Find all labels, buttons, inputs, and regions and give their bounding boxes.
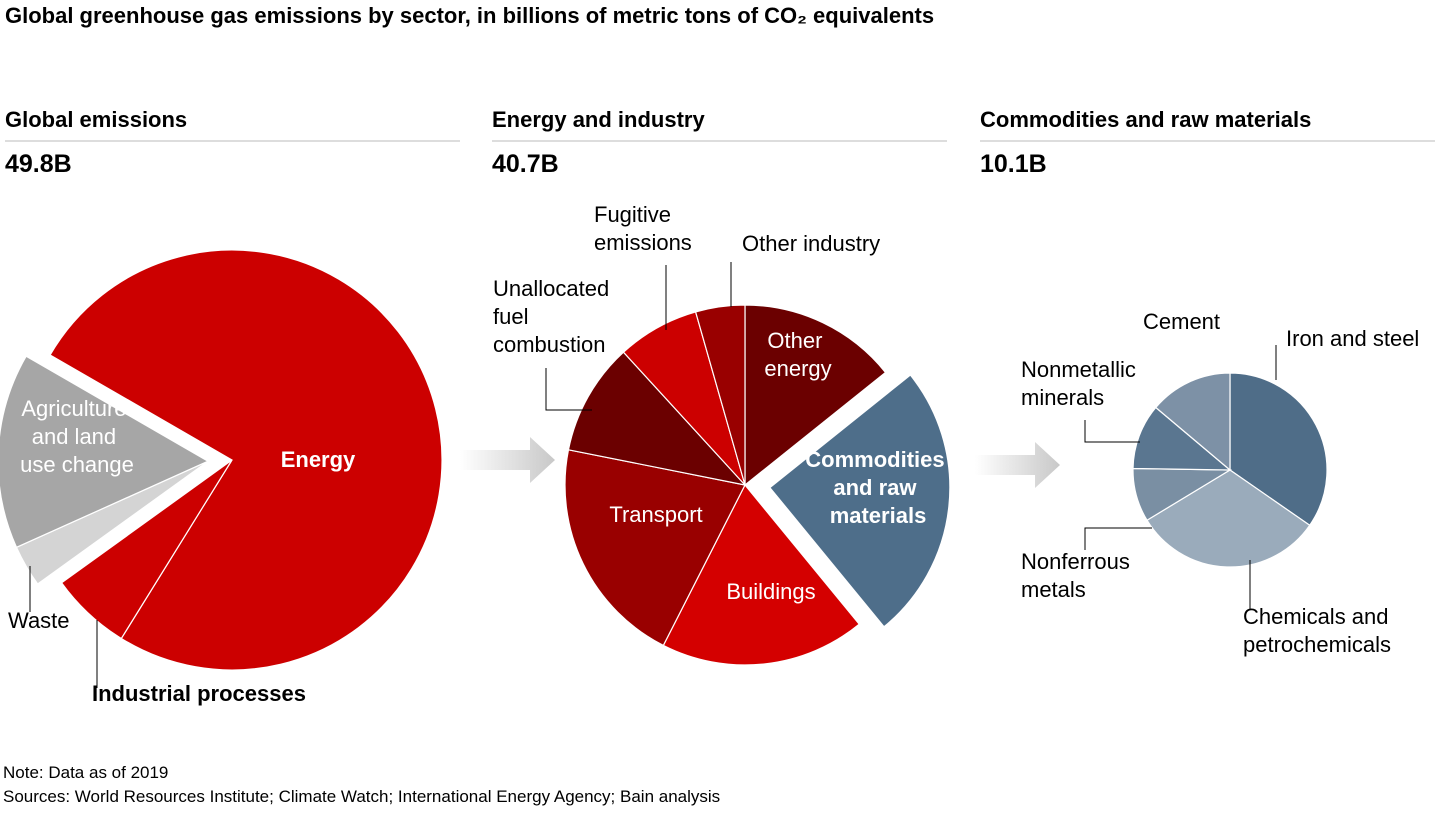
slice-label: Cement bbox=[1143, 309, 1220, 334]
pie-slice bbox=[0, 355, 210, 549]
pie-slice bbox=[567, 351, 747, 486]
pie-slice bbox=[1229, 372, 1328, 527]
pie-slice bbox=[49, 249, 443, 671]
pie-total: 49.8B bbox=[5, 150, 72, 178]
pie-slice bbox=[1154, 372, 1231, 472]
slice-label: Transport bbox=[609, 502, 702, 527]
slice-label: Energy bbox=[281, 447, 356, 472]
slice-label: Unallocated fuel combustion bbox=[493, 276, 615, 357]
note: Note: Data as of 2019 bbox=[3, 763, 168, 782]
pie-slice bbox=[1146, 469, 1311, 568]
pie-total: 40.7B bbox=[492, 150, 559, 178]
pie-title: Energy and industry bbox=[492, 107, 705, 132]
slice-label: Other industry bbox=[742, 231, 880, 256]
pie-slice bbox=[694, 304, 746, 486]
pie-slice bbox=[60, 459, 233, 640]
slice-label: Chemicals and petrochemicals bbox=[1243, 604, 1395, 657]
leader-line bbox=[1084, 527, 1152, 550]
slice-label: Buildings bbox=[726, 579, 815, 604]
pie-title: Commodities and raw materials bbox=[980, 107, 1311, 132]
arrow bbox=[460, 437, 555, 483]
pie-slice bbox=[1132, 406, 1232, 471]
arrow bbox=[975, 442, 1060, 488]
chart-title: Global greenhouse gas emissions by secto… bbox=[5, 3, 934, 28]
pie-title: Global emissions bbox=[5, 107, 187, 132]
pie-slice bbox=[769, 374, 951, 628]
pie-slice bbox=[564, 449, 746, 647]
slice-label: Nonferrous metals bbox=[1021, 549, 1136, 602]
leader-line bbox=[545, 368, 592, 411]
sources: Sources: World Resources Institute; Clim… bbox=[3, 787, 720, 806]
slice-label: Commodities and raw materials bbox=[805, 447, 950, 528]
slice-label: Waste bbox=[8, 608, 70, 633]
leader-line bbox=[1084, 420, 1140, 443]
slice-label: Iron and steel bbox=[1286, 326, 1419, 351]
pie-total: 10.1B bbox=[980, 150, 1047, 178]
pie-slice bbox=[744, 304, 887, 487]
slice-label: Other energy bbox=[764, 328, 831, 381]
pie-slice bbox=[662, 483, 861, 666]
slice-label: Nonmetallic minerals bbox=[1021, 357, 1142, 410]
slice-label: Agriculture and land use change bbox=[20, 396, 134, 477]
slice-label: Fugitive emissions bbox=[594, 202, 692, 255]
slice-label: Industrial processes bbox=[92, 681, 306, 706]
